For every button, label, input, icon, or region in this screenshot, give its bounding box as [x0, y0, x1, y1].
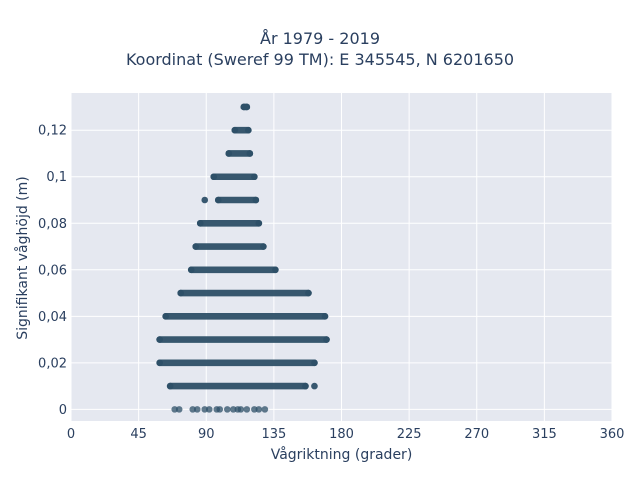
data-point [162, 313, 169, 320]
x-tick-label: 135 [261, 427, 286, 442]
x-tick-label: 225 [397, 427, 422, 442]
data-point [193, 406, 201, 413]
data-point [201, 196, 209, 204]
data-point [311, 359, 318, 367]
data-point [189, 406, 197, 413]
data-point [192, 243, 200, 250]
data-point [261, 406, 269, 413]
data-point [210, 173, 218, 181]
y-tick-label: 0,12 [38, 124, 67, 139]
data-point [201, 406, 209, 413]
y-tick-label: 0,04 [38, 310, 67, 325]
data-point [187, 266, 195, 274]
data-point [323, 336, 330, 343]
data-point [237, 406, 245, 413]
x-tick-label: 315 [532, 427, 557, 442]
data-point [311, 382, 318, 390]
data-point [225, 150, 233, 157]
data-point [216, 406, 224, 413]
data-point [156, 359, 163, 367]
data-point [243, 406, 251, 413]
data-point [166, 382, 174, 390]
data-point [196, 219, 204, 227]
data-point [245, 126, 252, 134]
data-point [305, 289, 312, 297]
x-tick-label: 45 [130, 427, 147, 442]
x-tick-label: 0 [67, 427, 75, 442]
y-tick-label: 0,08 [38, 217, 67, 232]
x-tick-label: 180 [329, 427, 354, 442]
y-axis-label: Signifikant våghöjd (m) [15, 176, 31, 340]
x-axis-label: Vågriktning (grader) [270, 447, 413, 463]
data-point [251, 406, 258, 413]
data-point [302, 382, 309, 390]
data-point [223, 406, 231, 413]
data-point [246, 150, 254, 157]
y-tick-label: 0 [59, 403, 67, 418]
data-point [272, 266, 279, 274]
data-point [255, 406, 263, 413]
data-point [205, 406, 213, 413]
data-point [231, 126, 239, 134]
data-point [251, 173, 258, 181]
chart-title: År 1979 - 2019 [260, 29, 380, 48]
data-point [214, 196, 222, 204]
y-tick-label: 0,06 [38, 263, 67, 278]
data-point [321, 313, 329, 320]
data-point [175, 406, 183, 413]
data-point [260, 243, 267, 250]
data-point [171, 406, 178, 413]
data-point [156, 336, 163, 343]
y-tick-label: 0,1 [46, 170, 67, 185]
data-point [243, 103, 251, 111]
x-tick-label: 90 [198, 427, 215, 442]
data-point [255, 219, 263, 227]
x-tick-label: 360 [600, 427, 625, 442]
y-tick-label: 0,02 [38, 356, 67, 371]
data-series [156, 103, 330, 413]
chart-subtitle: Koordinat (Sweref 99 TM): E 345545, N 62… [125, 50, 515, 69]
data-point [177, 289, 185, 297]
data-point [230, 406, 237, 413]
data-point [252, 196, 260, 204]
x-tick-label: 270 [464, 427, 489, 442]
